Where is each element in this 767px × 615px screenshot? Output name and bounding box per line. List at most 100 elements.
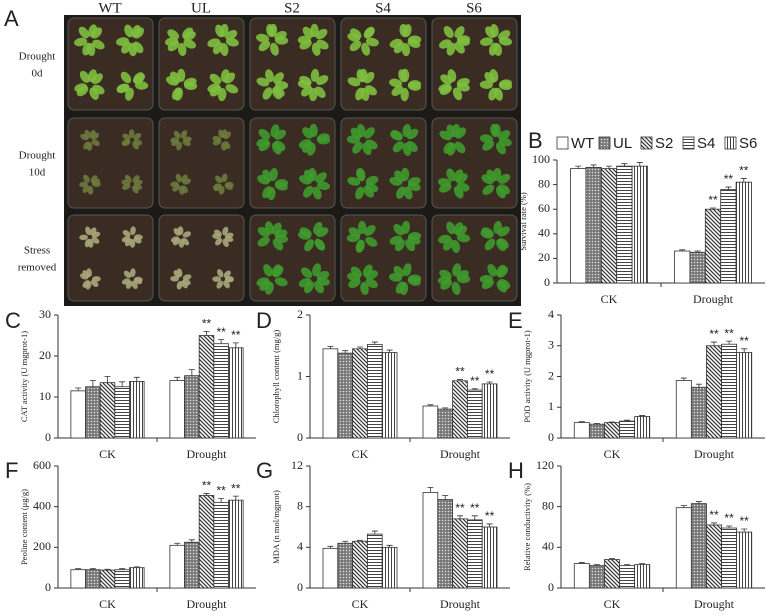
error-bar (639, 415, 646, 417)
error-bar (442, 407, 449, 410)
y-tick-label: 60 (538, 201, 550, 215)
leaf (363, 71, 375, 84)
leaf (498, 130, 511, 140)
significance: ** (740, 334, 750, 348)
leaf (443, 26, 454, 38)
leaf (402, 24, 412, 38)
bar (213, 343, 229, 439)
leaf (220, 141, 227, 151)
bar (352, 540, 368, 589)
leaf (496, 239, 507, 252)
bar (184, 375, 200, 439)
leaf (82, 42, 92, 56)
leaf (407, 274, 422, 283)
leaf (175, 173, 182, 183)
y-axis-label: Relative conductivity (%) (522, 483, 532, 571)
leaf (181, 280, 188, 289)
bar (422, 405, 439, 439)
x-tick-label: Drought (694, 447, 735, 461)
pot (431, 214, 518, 302)
column-label: S4 (375, 0, 391, 16)
error-bar (636, 162, 643, 167)
leaf (264, 221, 274, 235)
leaf (121, 236, 131, 243)
leaf (256, 277, 270, 287)
leaf (496, 280, 508, 293)
leaf (83, 174, 90, 183)
leaf (400, 167, 410, 182)
leaf (225, 30, 238, 40)
leaf (315, 28, 328, 40)
leaf (395, 281, 406, 294)
leaf (304, 239, 315, 252)
leaf (350, 28, 362, 40)
bar (184, 541, 200, 589)
leaf (454, 141, 466, 154)
leaf (407, 35, 422, 44)
leaf (224, 232, 234, 239)
leaf (309, 123, 318, 138)
leaf (121, 139, 131, 146)
leaf (272, 265, 284, 278)
error-bar (188, 369, 195, 376)
bar (85, 386, 101, 439)
leaf (393, 224, 405, 236)
leaf (183, 77, 197, 87)
bar (573, 563, 590, 589)
bar (481, 526, 498, 589)
row-label: removed (18, 262, 57, 274)
bar (452, 380, 468, 439)
leaf (362, 142, 372, 156)
leaf (300, 267, 313, 279)
leaf (91, 231, 101, 238)
error-bar (710, 207, 716, 210)
bar (466, 389, 483, 439)
x-tick-label: Drought (187, 447, 228, 461)
leaf (91, 276, 101, 282)
pot (249, 214, 336, 302)
significance: ** (740, 514, 750, 528)
pot (249, 117, 336, 209)
legend-swatch (556, 136, 569, 150)
leaf (177, 42, 187, 57)
y-tick-label: 400 (33, 498, 51, 512)
y-axis-label: MDA (n mol/mgprot) (271, 490, 281, 564)
leaf (120, 71, 132, 84)
leaf (79, 181, 89, 188)
leaf (314, 281, 325, 294)
significance: ** (455, 501, 465, 515)
leaf (170, 137, 180, 144)
leaf (495, 186, 506, 199)
error-bar (725, 186, 732, 190)
x-tick-label: CK (601, 292, 618, 306)
row-label: 0d (32, 68, 44, 80)
leaf (316, 75, 329, 86)
leaf (131, 280, 138, 290)
leaf (407, 232, 422, 241)
bar (198, 495, 215, 589)
leaf (272, 238, 284, 251)
y-tick-label: 40 (538, 226, 550, 240)
leaf (222, 226, 229, 236)
panel-label: H (508, 458, 524, 483)
leaf (446, 221, 456, 235)
leaf (446, 168, 456, 182)
leaf (298, 139, 312, 149)
pot (67, 17, 154, 111)
pot (340, 17, 427, 111)
column-label: WT (98, 0, 121, 16)
error-bar (119, 568, 126, 570)
significance: ** (470, 501, 480, 515)
bar (706, 345, 722, 439)
leaf (393, 265, 405, 278)
leaf (310, 68, 320, 83)
leaf (438, 234, 452, 244)
bar (690, 503, 707, 589)
leaf (356, 124, 366, 138)
error-bar (89, 380, 96, 387)
leaf (456, 35, 471, 44)
panel-label: G (256, 458, 273, 483)
leaf (173, 130, 181, 139)
significance: ** (709, 508, 719, 522)
leaf (316, 181, 330, 190)
